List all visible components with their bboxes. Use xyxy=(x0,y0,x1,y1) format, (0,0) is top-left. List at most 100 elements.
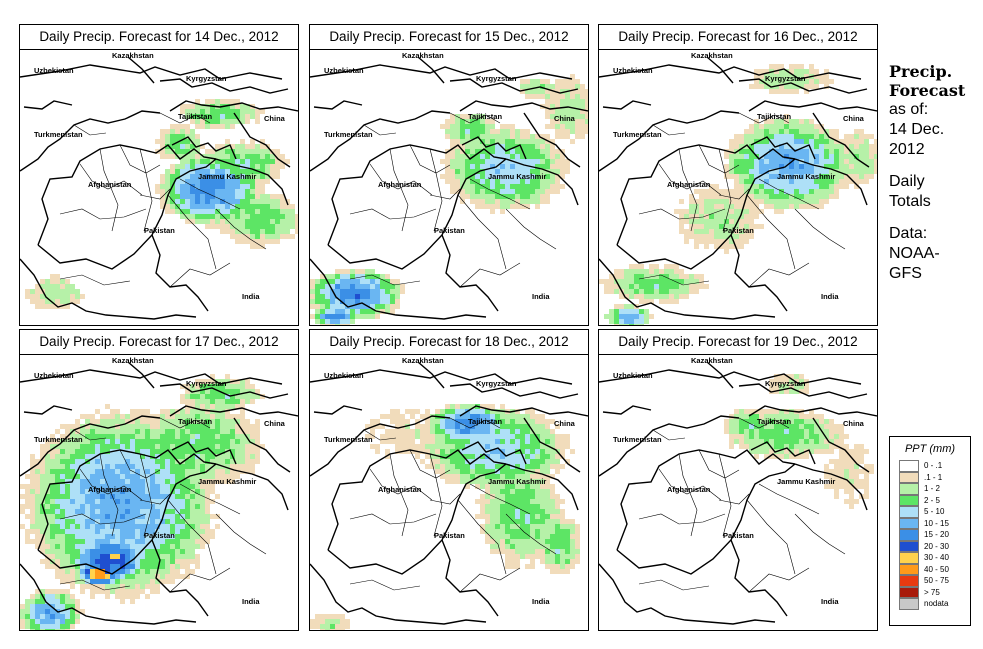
precip-cell xyxy=(80,449,85,454)
precip-cell xyxy=(520,499,525,504)
precip-cell xyxy=(609,284,614,289)
precip-cell xyxy=(839,439,844,444)
precip-cell xyxy=(560,434,565,439)
precip-cell xyxy=(55,624,60,629)
precip-cell xyxy=(609,279,614,284)
precip-cell xyxy=(734,144,739,149)
precip-cell xyxy=(355,314,360,319)
precip-cell xyxy=(65,424,70,429)
precip-cell xyxy=(175,439,180,444)
precip-cell xyxy=(560,539,565,544)
precip-cell xyxy=(275,149,280,154)
precip-cell xyxy=(804,189,809,194)
precip-cell xyxy=(515,559,520,564)
precip-cell xyxy=(160,189,165,194)
precip-cell xyxy=(70,289,75,294)
precip-cell xyxy=(80,519,85,524)
precip-cell xyxy=(255,229,260,234)
precip-cell xyxy=(545,159,550,164)
precip-cell xyxy=(175,489,180,494)
precip-cell xyxy=(170,169,175,174)
precip-cell xyxy=(799,174,804,179)
precip-cell xyxy=(235,404,240,409)
precip-cell xyxy=(170,414,175,419)
precip-cell xyxy=(225,179,230,184)
map-label-uzbekistan: Uzbekistan xyxy=(613,66,653,75)
map-label-china: China xyxy=(264,419,286,428)
precip-cell xyxy=(759,434,764,439)
precip-cell xyxy=(739,184,744,189)
precip-cell xyxy=(505,449,510,454)
precip-cell xyxy=(794,64,799,69)
precip-cell xyxy=(275,229,280,234)
precip-cell xyxy=(799,139,804,144)
precip-cell xyxy=(749,449,754,454)
precip-cell xyxy=(70,544,75,549)
precip-cell xyxy=(260,209,265,214)
precip-cell xyxy=(255,144,260,149)
precip-cell xyxy=(844,444,849,449)
precip-cell xyxy=(225,204,230,209)
precip-cell xyxy=(789,169,794,174)
precip-cell xyxy=(540,89,545,94)
precip-cell xyxy=(190,169,195,174)
precip-cell xyxy=(540,139,545,144)
precip-cell xyxy=(550,124,555,129)
province-border xyxy=(139,188,171,200)
precip-cell xyxy=(829,184,834,189)
precip-cell xyxy=(510,479,515,484)
country-border xyxy=(37,158,217,270)
precip-cell xyxy=(60,564,65,569)
precip-cell xyxy=(709,194,714,199)
precip-cell xyxy=(20,619,25,624)
precip-cell xyxy=(545,109,550,114)
precip-cell xyxy=(335,309,340,314)
precip-cell xyxy=(859,139,864,144)
precip-cell xyxy=(65,484,70,489)
precip-cell xyxy=(185,454,190,459)
precip-cell xyxy=(749,209,754,214)
country-border xyxy=(37,463,217,575)
precip-cell xyxy=(170,449,175,454)
precip-cell xyxy=(260,394,265,399)
precip-cell xyxy=(120,594,125,599)
precip-cell xyxy=(545,429,550,434)
precip-cell xyxy=(500,179,505,184)
precip-cell xyxy=(160,179,165,184)
precip-cell xyxy=(445,129,450,134)
precip-cell xyxy=(525,134,530,139)
precip-cell xyxy=(155,509,160,514)
precip-cell xyxy=(520,434,525,439)
precip-cell xyxy=(40,484,45,489)
precip-cell xyxy=(495,184,500,189)
precip-cell xyxy=(719,199,724,204)
precip-cell xyxy=(210,194,215,199)
precip-cell xyxy=(160,204,165,209)
panel-title: Daily Precip. Forecast for 18 Dec., 2012 xyxy=(310,330,588,355)
precip-cell xyxy=(70,529,75,534)
precip-cell xyxy=(784,419,789,424)
precip-cell xyxy=(220,389,225,394)
precip-cell xyxy=(485,169,490,174)
precip-cell xyxy=(35,539,40,544)
precip-cell xyxy=(849,139,854,144)
info-totals-line2: Totals xyxy=(889,193,931,210)
precip-cell xyxy=(480,529,485,534)
precip-cell xyxy=(75,559,80,564)
precip-cell xyxy=(115,429,120,434)
precip-cell xyxy=(804,79,809,84)
precip-cell xyxy=(450,419,455,424)
precip-cell xyxy=(530,154,535,159)
precip-cell xyxy=(475,199,480,204)
precip-cell xyxy=(764,424,769,429)
precip-cell xyxy=(789,444,794,449)
precip-cell xyxy=(490,184,495,189)
precip-cell xyxy=(699,199,704,204)
precip-cell xyxy=(50,474,55,479)
info-asof-line2: 14 Dec. xyxy=(889,121,945,138)
precip-cell xyxy=(110,454,115,459)
precip-cell xyxy=(844,174,849,179)
precip-cell xyxy=(165,519,170,524)
precip-cell xyxy=(50,544,55,549)
precip-cell xyxy=(794,434,799,439)
